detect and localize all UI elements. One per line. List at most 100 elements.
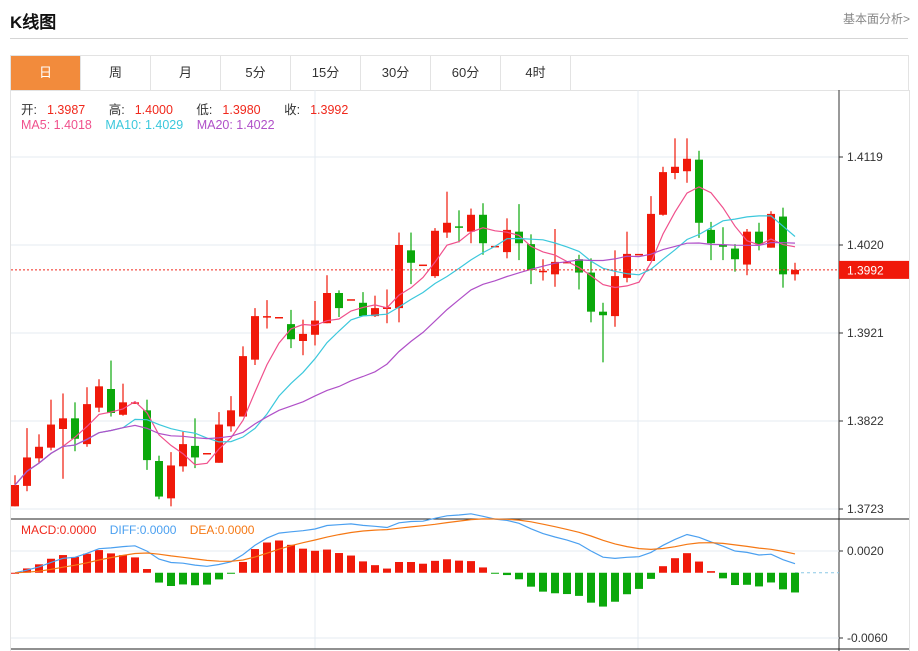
- high-label: 高:: [108, 103, 125, 117]
- macd-bar: [479, 567, 487, 573]
- candle-up: [263, 316, 271, 318]
- ohlc-legend: 开: 1.3987 高: 1.4000 低: 1.3980 收: 1.3992: [21, 99, 368, 118]
- candle-up: [59, 418, 67, 429]
- candle-down: [719, 245, 727, 247]
- candle-down: [587, 272, 595, 312]
- macd-bar: [587, 572, 595, 603]
- macd-bar: [119, 555, 127, 573]
- candle-up: [167, 465, 175, 499]
- tab-60min[interactable]: 60分: [431, 56, 501, 90]
- macd-bar: [647, 572, 655, 579]
- candle-up: [215, 424, 223, 463]
- macd-bar: [11, 572, 19, 574]
- price-tick-label: 1.3921: [847, 326, 884, 340]
- candle-down: [479, 214, 487, 244]
- macd-bar: [491, 572, 499, 574]
- macd-bar: [671, 558, 679, 573]
- high-value: 1.4000: [134, 103, 173, 117]
- diff-value: DIFF:0.0000: [109, 523, 177, 537]
- candle-up: [311, 320, 319, 335]
- candle-down: [455, 226, 463, 228]
- tab-week[interactable]: 周: [81, 56, 151, 90]
- candle-up: [623, 253, 631, 278]
- candle-down: [407, 250, 415, 263]
- ma20-value: MA20: 1.4022: [196, 118, 275, 132]
- macd-bar: [107, 553, 115, 573]
- macd-bar: [743, 572, 751, 585]
- macd-bar: [695, 561, 703, 573]
- macd-bar: [659, 566, 667, 573]
- open-label: 开:: [21, 103, 37, 117]
- candle-down: [527, 244, 535, 270]
- candle-up: [791, 269, 799, 275]
- candle-up: [35, 446, 43, 459]
- ma20-line: [14, 241, 796, 486]
- macd-tick-label: 0.0020: [847, 544, 884, 558]
- macd-bar: [611, 572, 619, 602]
- candle-up: [635, 253, 643, 256]
- macd-bar: [179, 572, 187, 585]
- tab-15min[interactable]: 15分: [291, 56, 361, 90]
- macd-bar: [683, 553, 691, 573]
- candle-up: [419, 264, 427, 267]
- candle-up: [551, 261, 559, 275]
- candle-up: [647, 213, 655, 261]
- macd-bar: [791, 572, 799, 593]
- macd-bar: [251, 549, 259, 573]
- candle-up: [227, 410, 235, 427]
- candle-down: [287, 324, 295, 340]
- candle-up: [239, 356, 247, 417]
- candle-down: [191, 445, 199, 458]
- tab-month[interactable]: 月: [151, 56, 221, 90]
- macd-bar: [707, 571, 715, 573]
- ma5-line: [14, 186, 796, 486]
- tab-5min[interactable]: 5分: [221, 56, 291, 90]
- macd-bar: [287, 544, 295, 573]
- candle-down: [707, 229, 715, 244]
- ma10-value: MA10: 1.4029: [105, 118, 184, 132]
- macd-bar: [623, 572, 631, 595]
- candle-up: [11, 485, 19, 507]
- macd-bar: [347, 555, 355, 573]
- macd-bar: [359, 561, 367, 573]
- candle-up: [323, 293, 331, 324]
- candle-up: [203, 453, 211, 455]
- macd-bar: [455, 560, 463, 573]
- macd-bar: [35, 564, 43, 573]
- macd-bar: [143, 569, 151, 573]
- low-label: 低:: [196, 103, 213, 117]
- candle-up: [431, 230, 439, 277]
- macd-bar: [575, 572, 583, 596]
- chart-canvas[interactable]: 1.4119 1.4020 1.3921 1.3822 1.3723 0.0020 -0.0…: [11, 90, 909, 651]
- candle-down: [779, 216, 787, 275]
- price-tick-label: 1.3723: [847, 502, 884, 516]
- candle-down: [155, 461, 163, 497]
- open-value: 1.3987: [46, 103, 86, 117]
- macd-bar: [275, 540, 283, 573]
- candle-down: [515, 231, 523, 244]
- macd-bar: [215, 572, 223, 580]
- candle-down: [359, 302, 367, 317]
- candle-up: [743, 231, 751, 265]
- macd-bar: [311, 550, 319, 573]
- macd-bar: [203, 572, 211, 585]
- macd-tick-label: -0.0060: [847, 631, 888, 645]
- candle-up: [347, 299, 355, 301]
- candle-down: [599, 311, 607, 316]
- tab-30min[interactable]: 30分: [361, 56, 431, 90]
- candle-up: [443, 222, 451, 233]
- candle-up: [83, 404, 91, 445]
- tab-day[interactable]: 日: [11, 56, 81, 90]
- kline-chart[interactable]: 1.4119 1.4020 1.3921 1.3822 1.3723 0.0020 -0.0…: [10, 90, 910, 651]
- page-title: K线图: [10, 13, 57, 32]
- macd-bar: [635, 572, 643, 589]
- fundamental-analysis-link[interactable]: 基本面分析>: [842, 12, 910, 26]
- macd-bar: [551, 572, 559, 594]
- candle-up: [503, 229, 511, 253]
- candle-down: [575, 259, 583, 273]
- candle-up: [251, 316, 259, 360]
- macd-bar: [731, 572, 739, 586]
- macd-bar: [191, 572, 199, 586]
- tab-4hour[interactable]: 4时: [501, 56, 571, 90]
- candle-up: [611, 276, 619, 317]
